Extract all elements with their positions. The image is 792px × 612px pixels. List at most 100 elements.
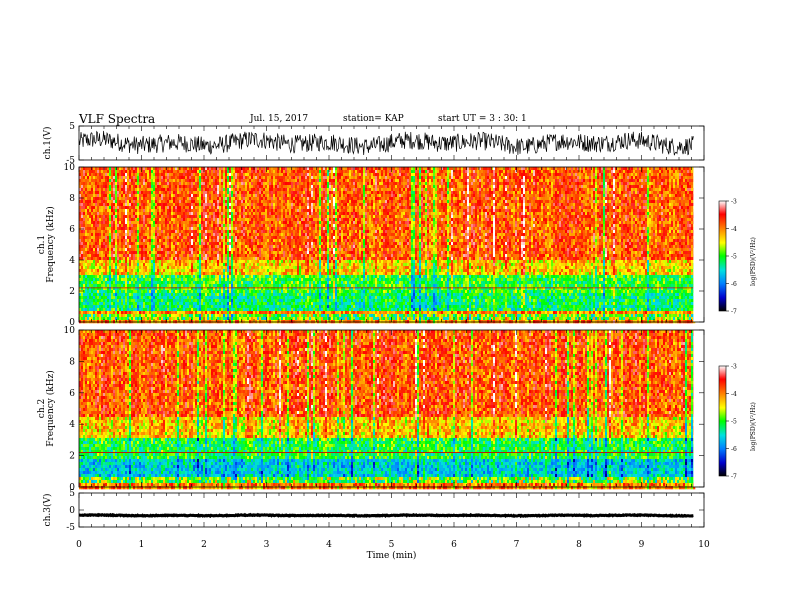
spectrogram-cell <box>89 302 91 305</box>
spectrogram-cell <box>85 167 87 170</box>
spectrogram-cell <box>117 287 119 290</box>
spectrogram-cell <box>119 272 121 275</box>
spectrogram-cell <box>81 290 83 293</box>
spectrogram-cell <box>95 191 97 194</box>
spectrogram-cell <box>105 287 107 290</box>
spectrogram-cell <box>89 290 91 293</box>
spectrogram-cell <box>91 209 93 212</box>
spectrogram-cell <box>97 230 99 233</box>
spectrogram-cell <box>99 221 101 224</box>
spectrogram-cell <box>119 173 121 176</box>
spectrogram-cell <box>123 233 125 236</box>
spectrogram-cell <box>83 236 85 239</box>
spectrogram-cell <box>83 203 85 206</box>
spectrogram-cell <box>99 290 101 293</box>
spectrogram-cell <box>103 275 105 278</box>
spectrogram-cell <box>123 239 125 242</box>
spectrogram-cell <box>89 191 91 194</box>
spectrogram-cell <box>109 200 111 203</box>
spectrogram-cell <box>113 305 115 308</box>
spectrogram-cell <box>117 194 119 197</box>
spectrogram-cell <box>83 263 85 266</box>
spectrogram-cell <box>105 281 107 284</box>
spectrogram-cell <box>97 206 99 209</box>
spectrogram-cell <box>93 269 95 272</box>
spectrogram-cell <box>101 206 103 209</box>
spectrogram-cell <box>99 233 101 236</box>
spectrogram-cell <box>85 275 87 278</box>
spectrogram-cell <box>105 293 107 296</box>
spectrogram-cell <box>117 236 119 239</box>
spectrogram-cell <box>103 296 105 299</box>
spectrogram-cell <box>109 281 111 284</box>
spectrogram-cell <box>97 311 99 314</box>
spectrogram-cell <box>115 212 117 215</box>
spectrogram-cell <box>91 191 93 194</box>
spectrogram-cell <box>89 179 91 182</box>
spectrogram-cell <box>89 251 91 254</box>
spectrogram-cell <box>123 242 125 245</box>
spectrogram-cell <box>91 278 93 281</box>
spectrogram-cell <box>83 170 85 173</box>
spectrogram-cell <box>105 176 107 179</box>
spectrogram-cell <box>81 293 83 296</box>
spectrogram-cell <box>81 194 83 197</box>
spectrogram-cell <box>115 191 117 194</box>
spectrogram-cell <box>89 305 91 308</box>
spectrogram-cell <box>103 236 105 239</box>
spectrogram-cell <box>111 170 113 173</box>
spectrogram-cell <box>103 248 105 251</box>
spectrogram-cell <box>115 245 117 248</box>
spectrogram-cell <box>95 245 97 248</box>
spectrogram-cell <box>109 212 111 215</box>
spectrogram-cell <box>107 191 109 194</box>
spectrogram-cell <box>103 254 105 257</box>
spectrogram-cell <box>113 194 115 197</box>
spectrogram-cell <box>123 209 125 212</box>
spectrogram-cell <box>107 170 109 173</box>
spectrogram-cell <box>91 302 93 305</box>
spectrogram-cell <box>91 224 93 227</box>
spectrogram-cell <box>89 284 91 287</box>
spectrogram-cell <box>101 215 103 218</box>
spectrogram-cell <box>97 266 99 269</box>
spectrogram-cell <box>81 275 83 278</box>
spectrogram-cell <box>113 317 115 320</box>
spectrogram-cell <box>83 266 85 269</box>
spectrogram-cell <box>105 179 107 182</box>
spectrogram-cell <box>123 212 125 215</box>
spectrogram-cell <box>93 212 95 215</box>
spectrogram-cell <box>111 242 113 245</box>
spectrogram-cell <box>95 272 97 275</box>
spectrogram-cell <box>95 293 97 296</box>
spectrogram-cell <box>97 296 99 299</box>
spectrogram-cell <box>87 293 89 296</box>
spectrogram-cell <box>121 197 123 200</box>
spectrogram-cell <box>81 245 83 248</box>
spectrogram-cell <box>97 251 99 254</box>
spectrogram-cell <box>107 260 109 263</box>
spectrogram-cell <box>95 224 97 227</box>
spectrogram-cell <box>99 185 101 188</box>
spectrogram-cell <box>81 212 83 215</box>
spectrogram-cell <box>113 218 115 221</box>
spectrogram-cell <box>109 260 111 263</box>
spectrogram-cell <box>81 200 83 203</box>
spectrogram-cell <box>91 314 93 317</box>
spectrogram-cell <box>113 179 115 182</box>
spectrogram-cell <box>83 188 85 191</box>
spectrogram-cell <box>95 194 97 197</box>
spectrogram-cell <box>83 290 85 293</box>
spectrogram-cell <box>103 173 105 176</box>
spectrogram-cell <box>101 233 103 236</box>
spectrogram-cell <box>91 269 93 272</box>
spectrogram-cell <box>121 245 123 248</box>
spectrogram-cell <box>87 203 89 206</box>
spectrogram-cell <box>119 251 121 254</box>
spectrogram-cell <box>121 194 123 197</box>
spectrogram-cell <box>111 206 113 209</box>
spectrogram-cell <box>95 242 97 245</box>
spectrogram-cell <box>81 176 83 179</box>
spectrogram-cell <box>85 254 87 257</box>
spectrogram-cell <box>111 251 113 254</box>
